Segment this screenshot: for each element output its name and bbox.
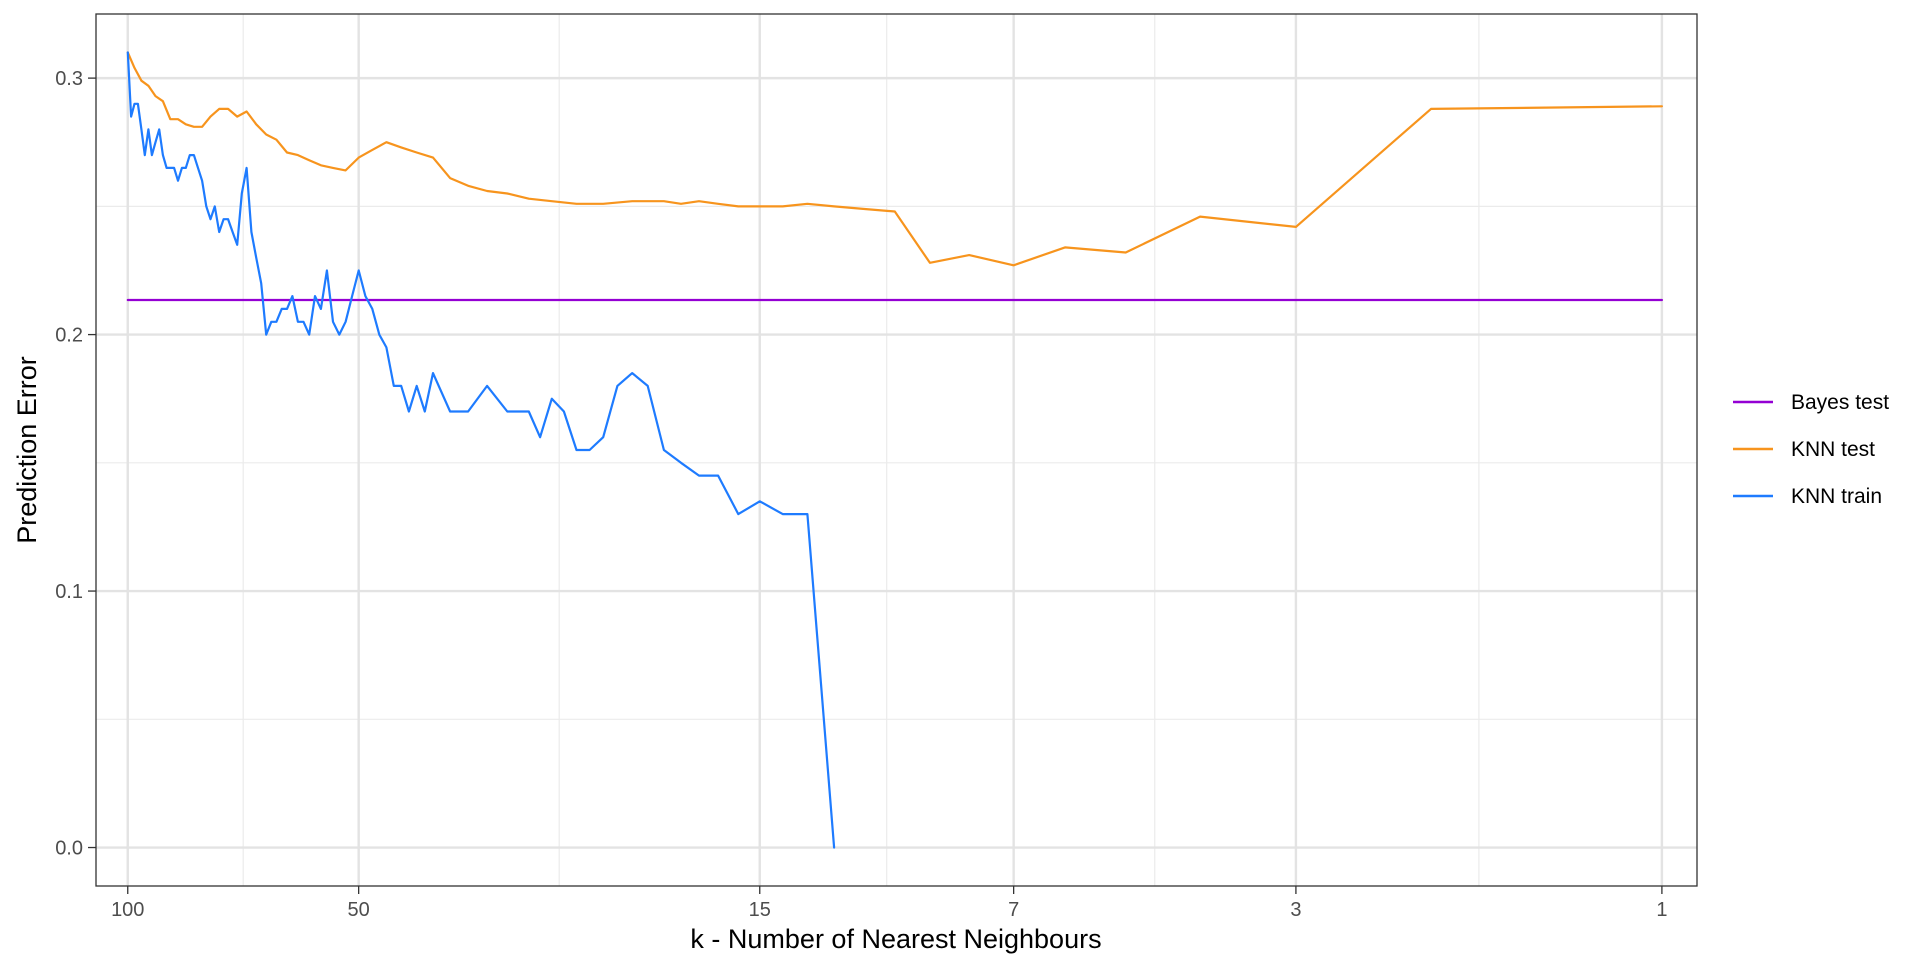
series-lines	[126, 51, 1664, 849]
knn-test-line	[126, 51, 1664, 267]
plot-panel-border	[95, 13, 1698, 887]
y-tick-label: 0.3	[55, 68, 83, 90]
x-tick-label: 50	[348, 899, 370, 921]
legend-label-knn-train: KNN train	[1791, 485, 1882, 508]
y-tick-label: 0.0	[55, 838, 83, 860]
x-tick-label: 1	[1656, 899, 1667, 921]
x-axis-title: k - Number of Nearest Neighbours	[690, 924, 1101, 954]
major-gridlines	[96, 14, 1697, 886]
knn-train-line	[126, 51, 836, 849]
x-tick-label: 3	[1290, 899, 1301, 921]
y-tick-label: 0.1	[55, 581, 83, 603]
x-tick-label: 100	[111, 899, 144, 921]
x-axis: 100 50 15 7 3 1	[111, 886, 1667, 921]
y-axis: 0.0 0.1 0.2 0.3	[55, 68, 96, 860]
y-tick-label: 0.2	[55, 325, 83, 347]
legend-label-knn-test: KNN test	[1791, 438, 1875, 461]
legend: Bayes test KNN test KNN train	[1733, 391, 1889, 508]
y-axis-title: Prediction Error	[12, 356, 42, 544]
x-tick-label: 7	[1008, 899, 1019, 921]
legend-label-bayes-test: Bayes test	[1791, 391, 1889, 414]
minor-gridlines	[96, 14, 1697, 886]
x-tick-label: 15	[749, 899, 771, 921]
